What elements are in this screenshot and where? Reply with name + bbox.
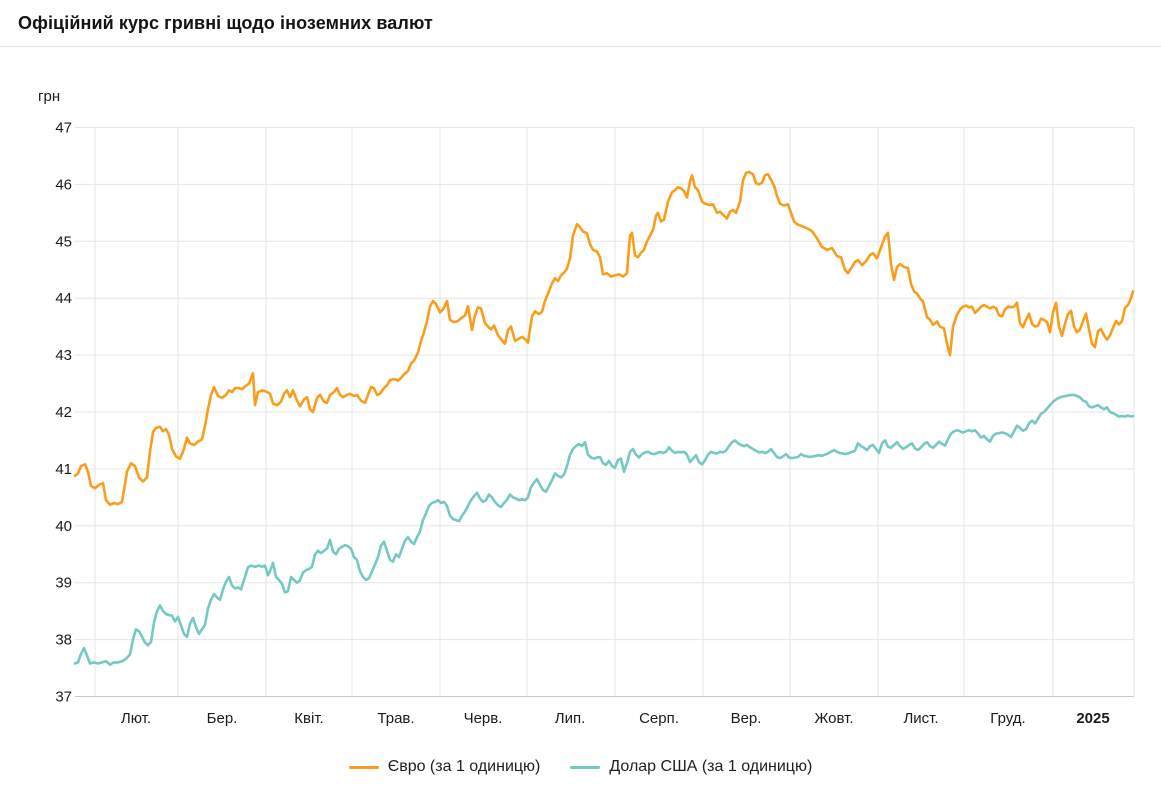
legend-label-euro: Євро (за 1 одиницю) bbox=[387, 758, 541, 775]
x-tick-label: 2025 bbox=[1076, 710, 1109, 727]
legend-item-usd[interactable]: Долар США (за 1 одиницю) bbox=[570, 758, 812, 776]
x-tick-label: Квіт. bbox=[294, 710, 323, 727]
series-line-euro bbox=[73, 170, 1135, 507]
legend-label-usd: Долар США (за 1 одиницю) bbox=[609, 758, 813, 775]
x-tick-label: Лип. bbox=[555, 710, 586, 727]
x-tick-label: Серп. bbox=[639, 710, 679, 727]
y-tick-label: 46 bbox=[55, 176, 72, 193]
chart-canvas: 47 46 45 44 43 42 41 40 39 38 37 Лют. Бер. Квіт. Трав.… bbox=[55, 120, 1135, 727]
y-tick-label: 43 bbox=[55, 347, 72, 364]
x-tick-label: Бер. bbox=[207, 710, 238, 727]
y-tick-label: 45 bbox=[55, 233, 72, 250]
euro-line-swatch bbox=[348, 765, 379, 769]
chart-legend: Євро (за 1 одиницю) Долар США (за 1 один… bbox=[0, 758, 1161, 776]
y-tick-label: 40 bbox=[55, 518, 72, 535]
page-title: Офіційний курс гривні щодо іноземних вал… bbox=[18, 12, 433, 33]
y-axis-unit-label: грн bbox=[38, 88, 61, 105]
exchange-rate-chart: 47 46 45 44 43 42 41 40 39 38 37 Лют. Бер. Квіт. Трав.… bbox=[0, 47, 1161, 788]
x-tick-label: Черв. bbox=[464, 710, 503, 727]
y-tick-label: 47 bbox=[55, 120, 72, 137]
y-tick-label: 44 bbox=[55, 290, 72, 307]
x-tick-label: Груд. bbox=[990, 710, 1025, 727]
y-tick-label: 37 bbox=[55, 689, 72, 706]
y-tick-label: 39 bbox=[55, 575, 72, 592]
page-header: Офіційний курс гривні щодо іноземних вал… bbox=[0, 0, 1161, 47]
y-tick-label: 42 bbox=[55, 404, 72, 421]
legend-item-euro[interactable]: Євро (за 1 одиницю) bbox=[348, 758, 541, 776]
x-tick-label: Трав. bbox=[377, 710, 414, 727]
x-tick-label: Лют. bbox=[121, 710, 151, 727]
y-tick-label: 41 bbox=[55, 461, 72, 478]
y-tick-label: 38 bbox=[55, 632, 72, 649]
x-tick-label: Вер. bbox=[731, 710, 762, 727]
x-tick-label: Жовт. bbox=[814, 710, 853, 727]
usd-line-swatch bbox=[570, 765, 601, 769]
x-tick-label: Лист. bbox=[903, 710, 938, 727]
series-line-usd bbox=[73, 393, 1135, 666]
